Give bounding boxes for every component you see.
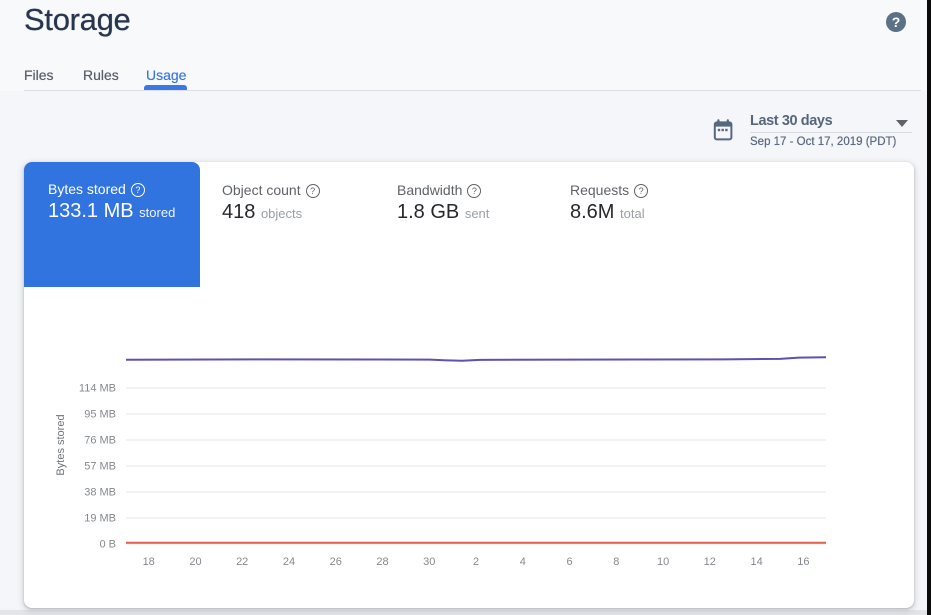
svg-text:95 MB: 95 MB <box>84 409 116 421</box>
svg-text:2: 2 <box>473 556 479 568</box>
svg-text:8: 8 <box>613 556 619 568</box>
svg-text:24: 24 <box>283 556 295 568</box>
svg-text:18: 18 <box>143 556 155 568</box>
svg-text:19 MB: 19 MB <box>84 513 116 525</box>
svg-text:30: 30 <box>423 556 435 568</box>
svg-text:0 B: 0 B <box>99 539 116 551</box>
svg-text:38 MB: 38 MB <box>84 487 116 499</box>
svg-text:12: 12 <box>704 556 716 568</box>
svg-text:14: 14 <box>750 556 762 568</box>
svg-text:16: 16 <box>797 556 809 568</box>
svg-text:Bytes stored: Bytes stored <box>55 414 67 475</box>
svg-text:10: 10 <box>657 556 669 568</box>
svg-text:20: 20 <box>189 556 201 568</box>
svg-text:4: 4 <box>520 556 526 568</box>
svg-text:57 MB: 57 MB <box>84 461 116 473</box>
svg-text:6: 6 <box>567 556 573 568</box>
svg-text:26: 26 <box>330 556 342 568</box>
svg-text:28: 28 <box>376 556 388 568</box>
svg-text:114 MB: 114 MB <box>79 383 116 395</box>
svg-text:22: 22 <box>236 556 248 568</box>
svg-text:76 MB: 76 MB <box>84 435 116 447</box>
